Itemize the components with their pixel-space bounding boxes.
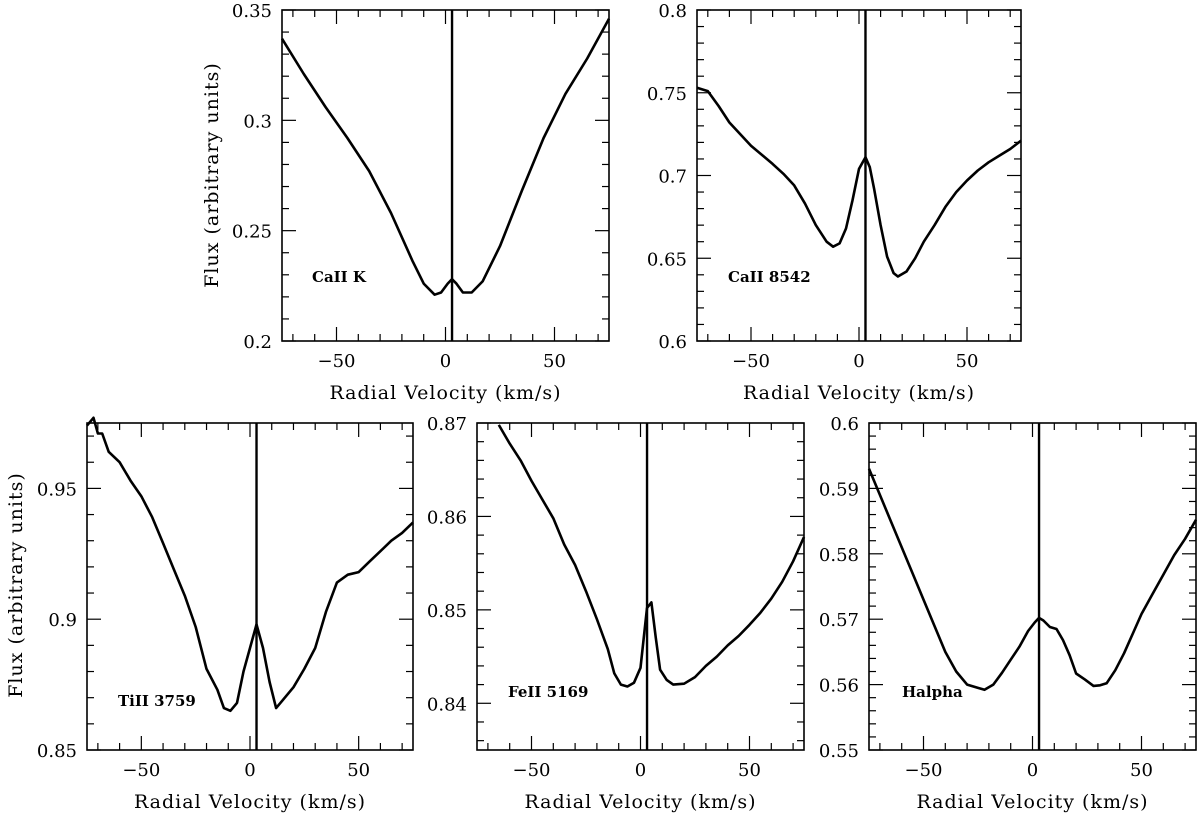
y-tick-label: 0.7 bbox=[658, 167, 687, 188]
line-profile-series bbox=[497, 424, 806, 688]
x-axis-label: Radial Velocity (km/s) bbox=[916, 791, 1148, 813]
y-tick-label: 0.87 bbox=[427, 414, 467, 435]
y-tick-label: 0.35 bbox=[232, 1, 272, 22]
y-tick-label: 0.75 bbox=[647, 84, 687, 105]
x-tick-label: −50 bbox=[122, 760, 160, 781]
line-profile-series bbox=[280, 18, 611, 296]
line-annotation: CaII K bbox=[312, 268, 367, 286]
x-tick-label: −50 bbox=[318, 351, 356, 372]
x-axis-label: Radial Velocity (km/s) bbox=[134, 791, 366, 813]
x-tick-label: 50 bbox=[543, 351, 566, 372]
y-tick-label: 0.8 bbox=[658, 1, 687, 22]
x-tick-label: 50 bbox=[347, 760, 370, 781]
y-tick-label: 0.85 bbox=[37, 741, 77, 762]
y-tick-label: 0.56 bbox=[819, 676, 859, 697]
line-profile-series bbox=[867, 468, 1198, 692]
y-axis-label: Flux (arbitrary units) bbox=[201, 62, 223, 288]
plot-frame bbox=[281, 9, 610, 342]
panel-feii-5169: −50 0 50 0.84 0.85 0.86 0.87 Radial Velocity (k… bbox=[427, 414, 806, 813]
x-axis-label: Radial Velocity (km/s) bbox=[329, 382, 561, 404]
y-tick-label: 0.86 bbox=[427, 507, 467, 528]
y-tick-label: 0.2 bbox=[243, 332, 272, 353]
y-tick-label: 0.55 bbox=[819, 741, 859, 762]
panel-caii-8542: −50 0 50 0.6 0.65 0.7 0.75 0.8 Radial Velocity (… bbox=[647, 1, 1022, 404]
line-profile-series bbox=[696, 86, 1022, 278]
y-tick-label: 0.65 bbox=[647, 249, 687, 270]
x-tick-label: −50 bbox=[513, 760, 551, 781]
x-tick-label: −50 bbox=[905, 760, 943, 781]
x-axis-label: Radial Velocity (km/s) bbox=[743, 382, 975, 404]
line-annotation: Halpha bbox=[902, 683, 963, 701]
x-tick-label: 50 bbox=[1130, 760, 1153, 781]
x-tick-label: 50 bbox=[738, 760, 761, 781]
line-annotation: FeII 5169 bbox=[508, 683, 588, 701]
line-annotation: CaII 8542 bbox=[728, 268, 811, 286]
panel-tiii-3759: −50 0 50 0.85 0.9 0.95 Radial Velocity (km/s) F… bbox=[5, 416, 414, 813]
y-tick-label: 0.3 bbox=[243, 111, 272, 132]
x-tick-label: 0 bbox=[244, 760, 255, 781]
y-tick-label: 0.25 bbox=[232, 222, 272, 243]
line-annotation: TiII 3759 bbox=[118, 692, 196, 710]
y-tick-label: 0.84 bbox=[427, 694, 467, 715]
y-tick-label: 0.58 bbox=[819, 545, 859, 566]
x-tick-label: 0 bbox=[635, 760, 646, 781]
panel-caii-k: −50 0 50 0.2 0.25 0.3 0.35 Radial Velocity (km/… bbox=[201, 1, 611, 404]
y-tick-label: 0.9 bbox=[48, 610, 77, 631]
y-tick-label: 0.85 bbox=[427, 601, 467, 622]
x-tick-label: 0 bbox=[440, 351, 451, 372]
y-axis-label: Flux (arbitrary units) bbox=[5, 472, 27, 698]
y-tick-label: 0.57 bbox=[819, 610, 859, 631]
x-tick-label: 0 bbox=[1027, 760, 1038, 781]
x-tick-label: −50 bbox=[732, 351, 770, 372]
y-tick-label: 0.59 bbox=[819, 479, 859, 500]
line-profile-series bbox=[86, 416, 414, 713]
y-tick-label: 0.95 bbox=[37, 479, 77, 500]
panel-halpha: −50 0 50 0.55 0.56 0.57 0.58 0.59 0.6 Radial Velo… bbox=[819, 414, 1198, 813]
y-tick-label: 0.6 bbox=[830, 414, 859, 435]
x-axis-label: Radial Velocity (km/s) bbox=[524, 791, 756, 813]
x-tick-label: 50 bbox=[956, 351, 979, 372]
y-tick-label: 0.6 bbox=[658, 332, 687, 353]
x-tick-label: 0 bbox=[853, 351, 864, 372]
